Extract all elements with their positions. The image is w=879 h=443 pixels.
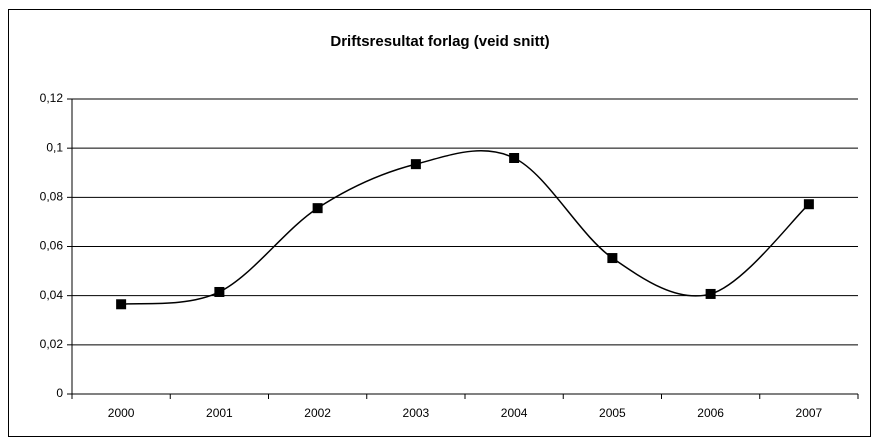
chart-title: Driftsresultat forlag (veid snitt) (330, 33, 549, 50)
x-tick-label: 2004 (501, 406, 528, 420)
y-tick-label: 0,12 (40, 91, 64, 105)
y-tick-label: 0,08 (40, 190, 64, 204)
y-tick-label: 0 (56, 386, 63, 400)
marker (116, 299, 127, 310)
y-tick-label: 0,04 (40, 288, 64, 302)
marker (214, 286, 225, 297)
marker (705, 288, 716, 299)
y-tick-label: 0,06 (40, 239, 64, 253)
x-tick-label: 2007 (796, 406, 823, 420)
x-tick-label: 2002 (304, 406, 331, 420)
x-tick-label: 2000 (108, 406, 135, 420)
series-line (121, 150, 810, 306)
marker (509, 153, 520, 163)
marker (607, 253, 618, 264)
marker (312, 203, 323, 214)
x-tick-label: 2006 (697, 406, 724, 420)
marker (803, 199, 814, 210)
x-tick-label: 2005 (599, 406, 626, 420)
x-tick-label: 2003 (403, 406, 430, 420)
chart-border (8, 9, 871, 437)
marker (410, 159, 421, 170)
y-tick-label: 0,02 (40, 337, 64, 351)
x-tick-label: 2001 (206, 406, 233, 420)
y-tick-label: 0,1 (46, 140, 63, 154)
